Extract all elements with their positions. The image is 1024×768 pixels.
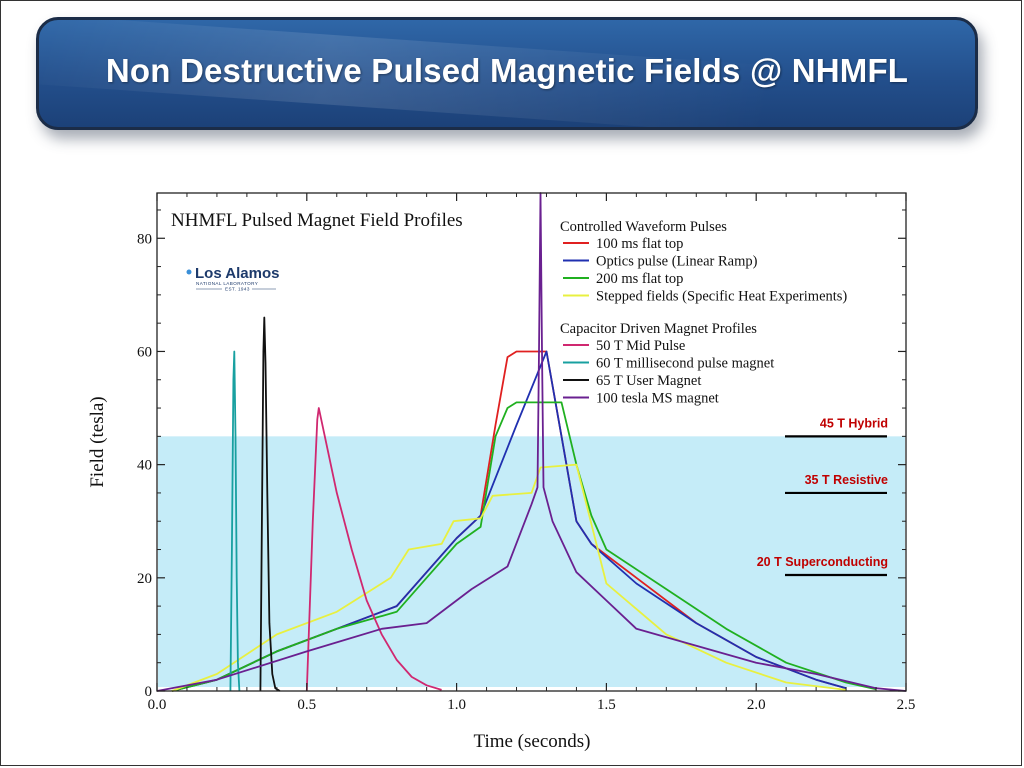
legend-label-200-ms-flat-top: 200 ms flat top — [596, 271, 683, 287]
legend-label-100-ms-flat-top: 100 ms flat top — [596, 236, 683, 252]
ref-label-20-t-superconducting: 20 T Superconducting — [757, 555, 888, 569]
slide-title: Non Destructive Pulsed Magnetic Fields @… — [105, 52, 909, 89]
legend-label-optics-pulse-linear-ramp: Optics pulse (Linear Ramp) — [596, 254, 758, 270]
y-tick-label: 20 — [137, 571, 152, 587]
x-axis-title: Time (seconds) — [474, 731, 591, 752]
logo-dot-icon — [186, 269, 192, 275]
series-line-60-t-millisecond-pulse-magnet — [229, 350, 241, 692]
legend-label-stepped-fields-specific-heat-experiments: Stepped fields (Specific Heat Experiment… — [596, 289, 847, 305]
y-tick-label: 40 — [137, 458, 152, 474]
y-axis-title: Field (tesla) — [87, 396, 108, 487]
plot-frame — [156, 192, 907, 692]
y-tick-label: 60 — [137, 344, 152, 360]
legend-heading-capacitor: Capacitor Driven Magnet Profiles — [560, 321, 757, 337]
series-line-65-t-user-magnet — [259, 316, 281, 692]
series-line-50-t-mid-pulse — [305, 407, 442, 692]
x-tick-label: 1.5 — [597, 697, 616, 713]
legend-label-50-t-mid-pulse: 50 T Mid Pulse — [596, 338, 685, 354]
los-alamos-logo: Los Alamos NATIONAL LABORATORY EST. 1943 — [186, 265, 279, 292]
field-range-shading — [158, 436, 905, 687]
series-line-100-tesla-ms-magnet — [156, 192, 907, 692]
logo-est: EST. 1943 — [225, 287, 250, 292]
legend-label-100-tesla-ms-magnet: 100 tesla MS magnet — [596, 391, 719, 407]
legend-label-65-t-user-magnet: 65 T User Magnet — [596, 373, 701, 389]
series-line-200-ms-flat-top — [171, 401, 877, 692]
series-line-stepped-fields-specific-heat-experiments — [171, 463, 847, 692]
x-tick-label: 2.0 — [747, 697, 766, 713]
x-tick-label: 0.5 — [297, 697, 316, 713]
title-banner: Non Destructive Pulsed Magnetic Fields @… — [36, 17, 978, 130]
x-tick-label: 0.0 — [148, 697, 167, 713]
legend-heading-controlled: Controlled Waveform Pulses — [560, 219, 727, 235]
y-tick-label: 80 — [137, 231, 152, 247]
ref-label-45-t-hybrid: 45 T Hybrid — [820, 416, 888, 430]
legend-label-60-t-millisecond-pulse-magnet: 60 T millisecond pulse magnet — [596, 356, 774, 372]
x-tick-label: 1.0 — [447, 697, 466, 713]
ref-label-35-t-resistive: 35 T Resistive — [805, 473, 888, 487]
x-tick-label: 2.5 — [897, 697, 916, 713]
chart-title: NHMFL Pulsed Magnet Field Profiles — [171, 210, 463, 231]
y-tick-label: 0 — [145, 684, 153, 700]
logo-name: Los Alamos — [195, 265, 279, 282]
logo-subtitle: NATIONAL LABORATORY — [196, 281, 258, 286]
